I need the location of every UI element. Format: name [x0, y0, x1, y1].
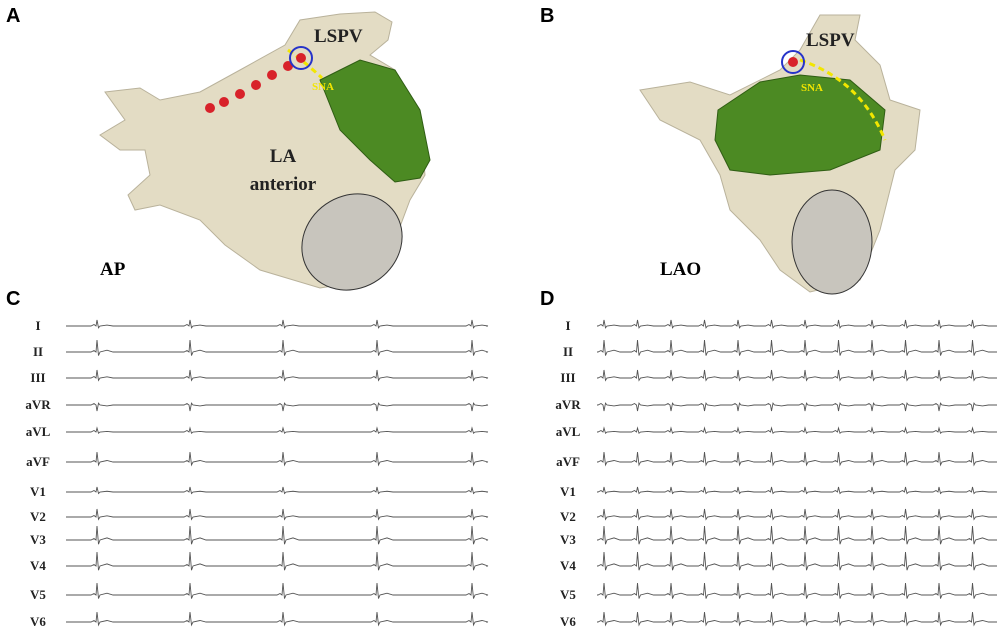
ecg-trace	[66, 426, 489, 434]
ecg-trace	[597, 582, 997, 599]
ecg-trace	[597, 369, 997, 382]
lead-label: V3	[560, 532, 576, 547]
lead-label: aVR	[25, 397, 51, 412]
lead-label: II	[563, 344, 573, 359]
ecg-trace	[597, 451, 997, 467]
panel-letter: C	[6, 288, 20, 310]
lead-label: V2	[560, 509, 576, 524]
ecg-trace	[66, 582, 489, 599]
ecg-trace	[66, 451, 489, 467]
lead-label: V4	[30, 558, 46, 573]
view-label: LAO	[660, 259, 701, 280]
lead-label: V6	[560, 614, 576, 629]
vein-label: LSPV	[806, 30, 855, 51]
panel-letter: A	[6, 5, 20, 27]
ecg-trace	[66, 508, 489, 521]
ecg-trace	[66, 369, 489, 382]
vein-label: LSPV	[314, 26, 363, 47]
target-label: SNA	[801, 82, 823, 94]
view-label: AP	[100, 259, 126, 280]
anatomy-lao	[639, 14, 921, 295]
ecg-trace	[597, 426, 997, 434]
panel-letter: D	[540, 288, 554, 310]
ecg-trace	[597, 611, 997, 627]
ecg-trace	[597, 525, 997, 545]
ecg-trace	[66, 486, 489, 495]
lead-label: V1	[560, 484, 576, 499]
ecg-trace	[597, 339, 997, 356]
ecg-trace	[597, 486, 997, 495]
ecg-trace	[66, 402, 489, 412]
ecg-traces	[66, 319, 997, 627]
lead-label: II	[33, 344, 43, 359]
lead-label: aVL	[556, 424, 581, 439]
lead-label: V5	[560, 587, 576, 602]
ecg-trace	[66, 319, 489, 329]
lead-label: V4	[560, 558, 576, 573]
lead-label: aVL	[26, 424, 51, 439]
ecg-trace	[66, 339, 489, 356]
ecg-trace	[597, 402, 997, 412]
lead-label: V5	[30, 587, 46, 602]
lead-label: I	[35, 318, 40, 333]
lead-label: V6	[30, 614, 46, 629]
anatomy-ap	[99, 11, 431, 291]
lead-label: aVF	[26, 454, 50, 469]
lead-label: aVR	[555, 397, 581, 412]
panel-letter: B	[540, 5, 554, 27]
lead-label: aVF	[556, 454, 580, 469]
lead-label: III	[30, 370, 45, 385]
ecg-trace	[597, 551, 997, 571]
ecg-trace	[66, 525, 489, 545]
ecg-trace	[66, 551, 489, 571]
ecg-trace	[597, 319, 997, 329]
lead-label: V3	[30, 532, 46, 547]
region-label: LA	[270, 146, 297, 167]
lead-label: V1	[30, 484, 46, 499]
ecg-trace	[66, 611, 489, 627]
lead-label: I	[565, 318, 570, 333]
target-label: SNA	[312, 81, 334, 93]
ecg-trace	[597, 508, 997, 521]
lead-label: III	[560, 370, 575, 385]
region-label: anterior	[250, 174, 317, 195]
lead-label: V2	[30, 509, 46, 524]
